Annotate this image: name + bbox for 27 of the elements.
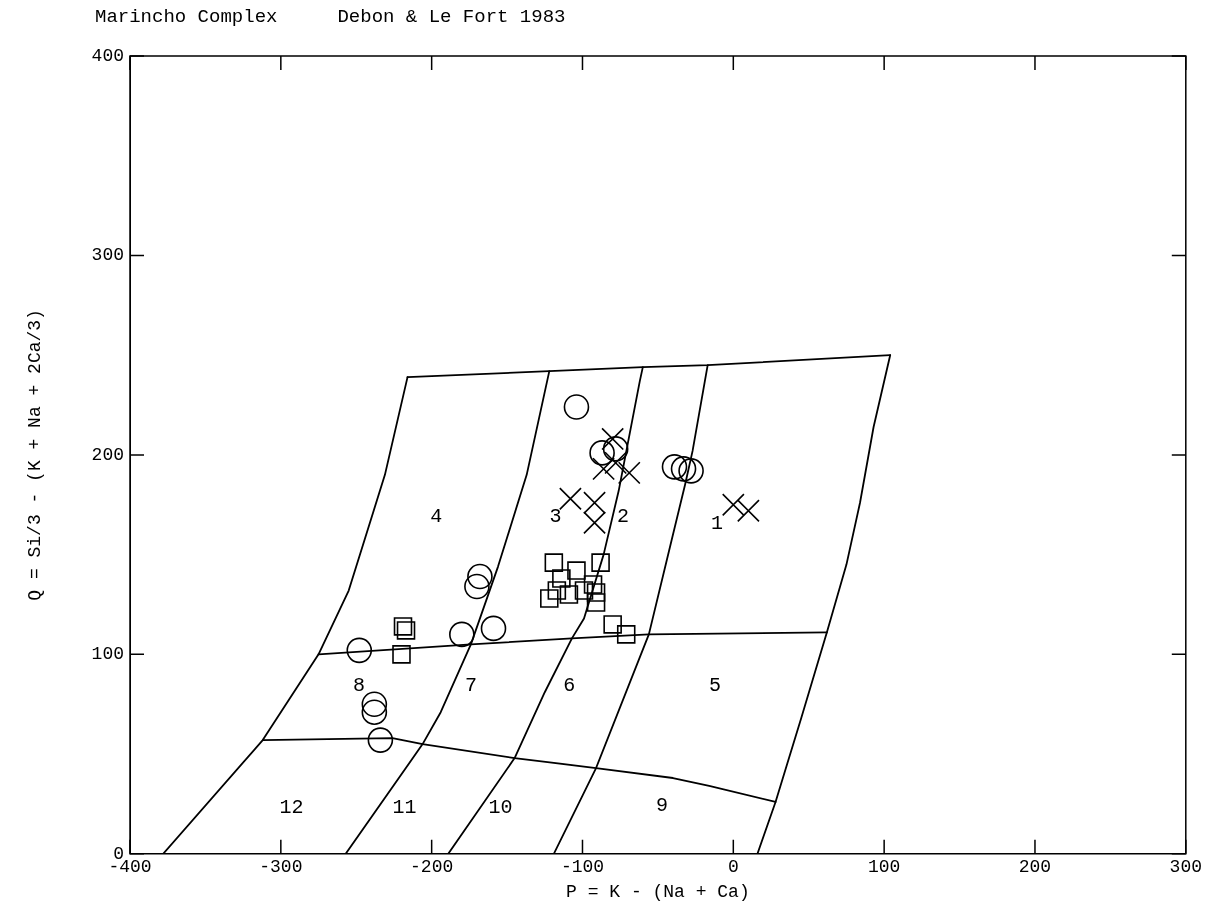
annotation: 5	[708, 674, 721, 698]
y-axis-title: Q = Si/3 - (K + Na + 2Ca/3)	[24, 309, 45, 601]
annotation: 7	[465, 674, 478, 698]
x-tick-label: 200	[1018, 857, 1052, 878]
y-tick-label: 400	[91, 45, 125, 66]
annotation: 3	[549, 504, 562, 528]
x-tick-label: 0	[727, 857, 739, 878]
chart-title: Marincho Complex	[95, 6, 278, 28]
x-tick-label: -100	[560, 857, 605, 878]
y-tick-label: 300	[91, 245, 125, 266]
x-tick-label: -300	[259, 857, 303, 878]
annotation: 12	[279, 795, 304, 819]
annotation: 8	[353, 674, 366, 698]
annotation: 10	[488, 795, 513, 819]
chart-subtitle: Debon & Le Fort 1983	[337, 6, 566, 28]
annotation: 4	[430, 504, 443, 528]
annotation: 9	[656, 793, 669, 817]
x-axis-title: P = K - (Na + Ca)	[566, 881, 750, 902]
annotation: 6	[563, 674, 576, 698]
x-tick-label: 300	[1169, 857, 1202, 878]
annotation: 11	[392, 795, 417, 819]
x-tick-label: 100	[867, 857, 901, 878]
annotation: 1	[711, 511, 724, 535]
x-tick-label: -200	[410, 857, 454, 878]
y-tick-label: 100	[91, 644, 125, 665]
y-tick-label: 200	[91, 444, 125, 465]
annotation: 2	[617, 504, 630, 528]
